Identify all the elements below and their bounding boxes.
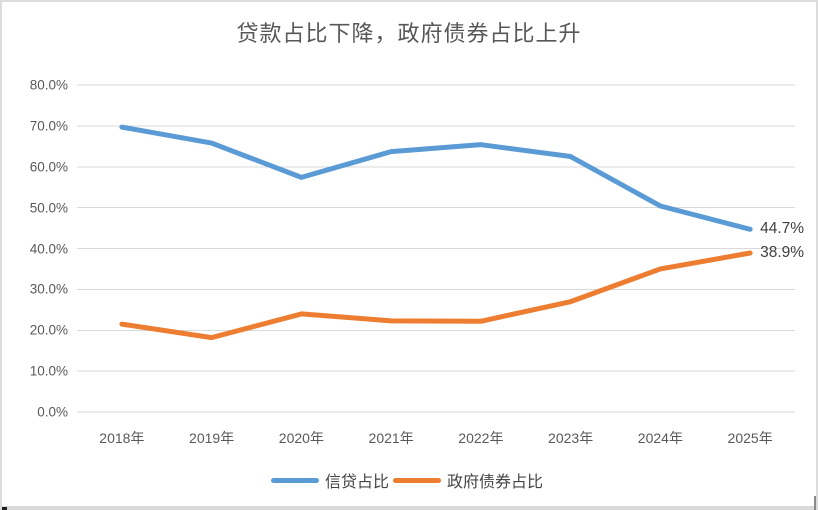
- x-tick-label: 2022年: [458, 430, 504, 446]
- x-tick-label: 2018年: [99, 430, 145, 446]
- series-line-0: [119, 124, 753, 232]
- x-tick-label: 2020年: [278, 430, 324, 446]
- y-tick-label: 10.0%: [29, 363, 68, 379]
- window-bottom-edge: [2, 506, 816, 510]
- y-tick-label: 0.0%: [37, 404, 68, 420]
- x-tick-label: 2019年: [189, 430, 235, 446]
- y-tick-label: 30.0%: [29, 281, 68, 297]
- y-tick-label: 20.0%: [29, 322, 68, 338]
- y-tick-label: 70.0%: [29, 118, 68, 134]
- legend-swatch-credit-line: [270, 477, 319, 483]
- legend-label-govbond: 政府债券占比: [447, 474, 544, 491]
- data-label-credit: 44.7%: [760, 220, 805, 238]
- x-tick-label: 2024年: [637, 430, 683, 446]
- series-line-1: [119, 250, 753, 341]
- y-tick-label: 60.0%: [29, 159, 68, 175]
- window-corner-artifact-left: [2, 507, 7, 510]
- window-corner-artifact-right: [814, 496, 816, 510]
- x-tick-label: 2021年: [368, 430, 414, 446]
- y-tick-label: 40.0%: [29, 241, 68, 256]
- legend-swatch-govbond-line: [393, 477, 441, 483]
- data-label-govbond: 38.9%: [760, 243, 805, 261]
- legend-item-credit: 信贷占比: [270, 468, 393, 492]
- chart-title: 贷款占比下降，政府债券占比上升: [236, 21, 582, 46]
- x-tick-label: 2025年: [727, 430, 773, 446]
- legend-item-govbond: 政府债券占比: [393, 468, 547, 492]
- y-tick-label: 80.0%: [29, 77, 68, 93]
- legend: 信贷占比 政府债券占比: [2, 468, 816, 492]
- y-tick-label: 50.0%: [29, 200, 68, 216]
- x-tick-label: 2023年: [548, 430, 594, 446]
- legend-label-credit: 信贷占比: [324, 474, 389, 491]
